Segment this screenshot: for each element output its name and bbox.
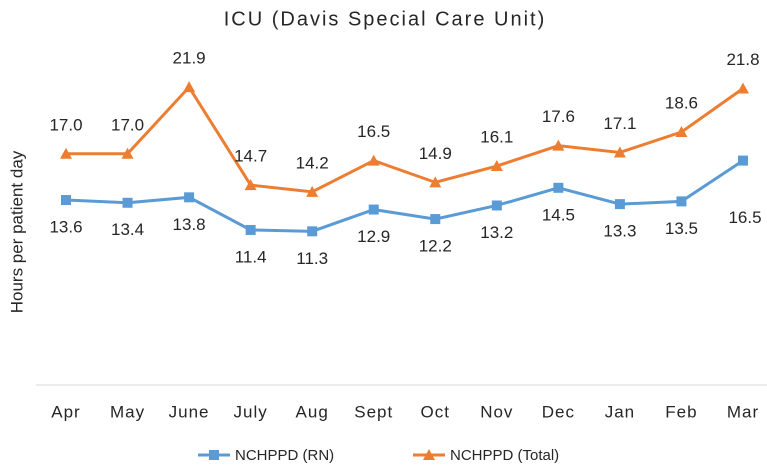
data-label: 16.5 bbox=[728, 208, 761, 227]
x-tick-label: Dec bbox=[542, 402, 575, 421]
x-tick-label: Sept bbox=[354, 402, 393, 421]
marker bbox=[613, 146, 626, 158]
data-label: 13.6 bbox=[49, 218, 82, 237]
marker bbox=[490, 160, 503, 172]
data-label: 11.4 bbox=[235, 247, 267, 266]
x-tick-label: Jan bbox=[605, 402, 635, 421]
legend-marker bbox=[209, 450, 219, 460]
marker bbox=[307, 226, 318, 237]
marker bbox=[368, 204, 379, 215]
data-label: 12.9 bbox=[357, 227, 390, 246]
data-label: 17.0 bbox=[49, 115, 82, 134]
data-label: 17.6 bbox=[542, 107, 575, 126]
x-tick-label: June bbox=[169, 402, 210, 421]
x-tick-label: Feb bbox=[665, 402, 697, 421]
data-label: 14.7 bbox=[234, 147, 267, 166]
data-label: 21.9 bbox=[173, 49, 206, 68]
x-tick-label: Oct bbox=[421, 402, 450, 421]
marker bbox=[676, 196, 687, 207]
data-label: 17.0 bbox=[111, 115, 144, 134]
data-label: 14.9 bbox=[419, 144, 452, 163]
y-axis-label: Hours per patient day bbox=[7, 150, 26, 313]
data-label: 13.8 bbox=[173, 215, 206, 234]
data-label: 13.5 bbox=[665, 219, 698, 238]
marker bbox=[183, 81, 196, 93]
x-tick-label: Apr bbox=[51, 402, 80, 421]
marker bbox=[737, 82, 749, 94]
marker bbox=[429, 176, 442, 188]
data-label: 14.2 bbox=[296, 153, 329, 172]
series-line bbox=[66, 84, 744, 194]
data-label: 21.8 bbox=[726, 50, 759, 69]
x-tick-label: July bbox=[234, 402, 268, 421]
marker bbox=[675, 126, 688, 138]
marker bbox=[491, 200, 502, 211]
x-tick-label: Nov bbox=[480, 402, 513, 421]
marker bbox=[367, 154, 380, 166]
data-label: 13.2 bbox=[480, 223, 513, 242]
marker bbox=[121, 147, 134, 159]
legend-label: NCHPPD (Total) bbox=[450, 447, 559, 464]
chart-title: ICU (Davis Special Care Unit) bbox=[224, 8, 547, 30]
marker bbox=[184, 192, 195, 203]
marker bbox=[552, 139, 565, 151]
x-tick-label: Aug bbox=[296, 402, 329, 421]
data-label: 13.3 bbox=[603, 222, 636, 241]
marker bbox=[245, 224, 256, 235]
marker bbox=[244, 179, 257, 191]
marker bbox=[430, 214, 441, 225]
marker bbox=[614, 199, 625, 210]
x-tick-label: May bbox=[110, 402, 145, 421]
legend-label: NCHPPD (RN) bbox=[235, 447, 334, 464]
series-line bbox=[65, 159, 744, 233]
x-tick-label: Mar bbox=[727, 402, 759, 421]
marker bbox=[61, 195, 71, 206]
data-label: 16.5 bbox=[357, 122, 390, 141]
data-label: 18.6 bbox=[665, 94, 698, 113]
legend-marker bbox=[423, 449, 435, 460]
marker bbox=[553, 182, 564, 193]
marker bbox=[60, 147, 72, 159]
data-label: 12.2 bbox=[419, 237, 452, 256]
data-label: 11.3 bbox=[296, 249, 328, 268]
data-label: 14.5 bbox=[542, 205, 575, 224]
marker bbox=[122, 197, 133, 208]
data-label: 17.1 bbox=[603, 114, 636, 133]
data-label: 16.1 bbox=[480, 128, 513, 147]
marker bbox=[306, 185, 319, 197]
data-label: 13.4 bbox=[111, 220, 144, 239]
marker bbox=[738, 155, 748, 166]
